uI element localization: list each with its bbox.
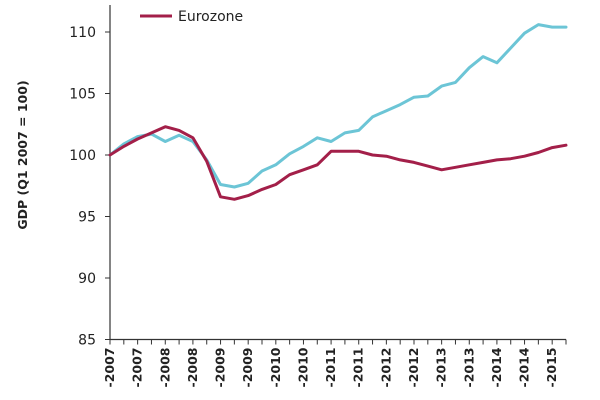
y-tick-label: 85 (78, 333, 96, 349)
y-tick-label: 100 (69, 148, 96, 164)
x-tick-label: -2007 (130, 348, 145, 388)
x-tick-label: -2009 (240, 348, 255, 388)
x-tick-label: -2012 (378, 348, 393, 388)
x-tick-label: -2010 (268, 347, 283, 387)
y-tick-label: 95 (78, 210, 96, 226)
x-tick-label: -2015 (544, 348, 559, 388)
legend: Eurozone (140, 9, 243, 25)
y-tick-label: 105 (69, 87, 96, 103)
x-tick-label: -2011 (323, 348, 338, 388)
x-tick-label: -2008 (157, 348, 172, 388)
x-tick-label: -2007 (102, 348, 117, 388)
x-tick-label: -2014 (517, 347, 532, 387)
x-tick-label: -2013 (461, 348, 476, 388)
series-line-eurozone (108, 125, 568, 201)
x-tick-label: -2013 (434, 348, 449, 388)
series-line-comparison (108, 23, 568, 189)
y-axis-title: GDP (Q1 2007 = 100) (15, 80, 30, 229)
legend-label-eurozone: Eurozone (178, 9, 243, 25)
y-tick-label: 110 (69, 25, 96, 41)
x-tick-label: -2012 (406, 348, 421, 388)
y-axis: 85 90 95 100 105 110 (69, 5, 111, 349)
series-lines (108, 23, 568, 201)
x-tick-label: -2014 (489, 347, 504, 387)
x-tick-label: -2008 (185, 348, 200, 388)
x-tick-label: -2010 (295, 347, 310, 387)
x-tick-label: -2011 (351, 348, 366, 388)
x-tick-label: -2009 (213, 348, 228, 388)
y-tick-label: 90 (78, 271, 96, 287)
x-axis: -2007 -2007 -2008 -2008 -2009 -2009 -2010 -2010… (102, 338, 567, 388)
